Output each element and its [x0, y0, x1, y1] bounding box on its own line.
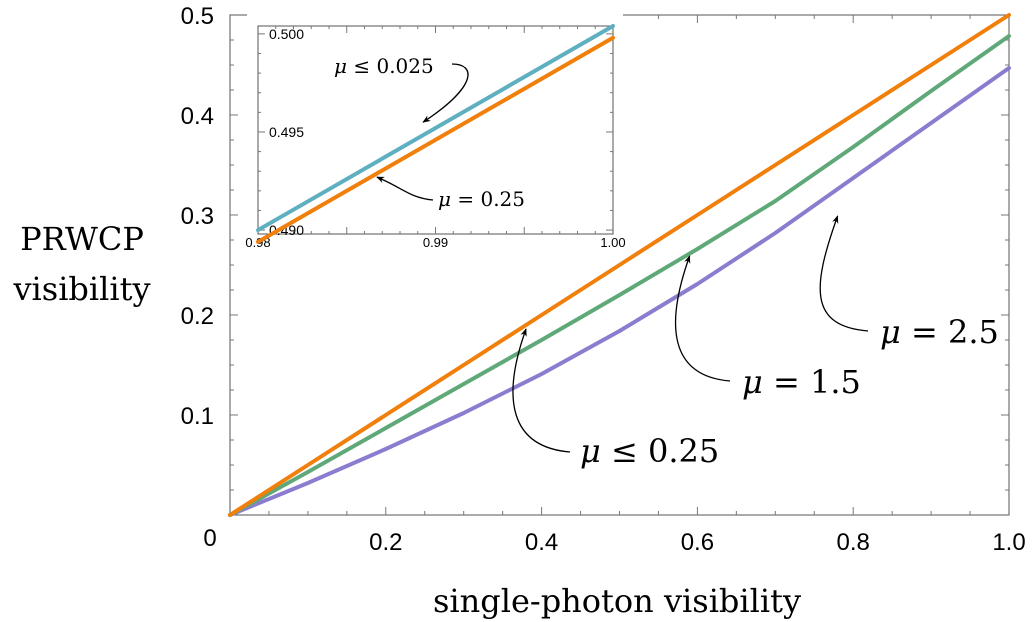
- y-axis-label-line-1: PRWCP: [20, 220, 144, 258]
- y-tick-label: 0.5: [181, 3, 214, 30]
- y-tick-label: 0.1: [181, 403, 214, 430]
- annotation-label: μ ≤ 0.25: [580, 432, 719, 470]
- annotation-arrow: [676, 256, 730, 381]
- y-tick-label: 0.3: [181, 203, 214, 230]
- inset-y-tick-label: 0.500: [269, 26, 304, 42]
- origin-label: 0: [203, 525, 216, 552]
- annotation-arrow: [820, 216, 868, 331]
- inset-y-tick-label: 0.495: [269, 124, 304, 140]
- x-tick-label: 1.0: [992, 529, 1025, 556]
- inset-annotation-label: μ = 0.25: [438, 187, 525, 211]
- annotation-arrow: [513, 329, 570, 452]
- x-tick-label: 0.6: [681, 529, 714, 556]
- annotation-label: μ = 1.5: [742, 363, 861, 401]
- y-tick-label: 0.2: [181, 303, 214, 330]
- y-tick-label: 0.4: [181, 103, 214, 130]
- x-tick-label: 0.4: [525, 529, 558, 556]
- inset-x-tick-label: 0.99: [423, 235, 448, 250]
- annotation-label: μ = 2.5: [880, 313, 999, 351]
- inset-annotation-label: μ ≤ 0.025: [334, 54, 434, 78]
- main-annotations: μ ≤ 0.25 μ = 1.5 μ = 2.5: [513, 216, 999, 470]
- x-tick-label: 0.2: [369, 529, 402, 556]
- x-tick-label: 0.8: [837, 529, 870, 556]
- inset-x-tick-label: 1.00: [600, 235, 625, 250]
- x-axis-label: single-photon visibility: [433, 582, 801, 620]
- y-axis-label-line-2: visibility: [12, 270, 150, 308]
